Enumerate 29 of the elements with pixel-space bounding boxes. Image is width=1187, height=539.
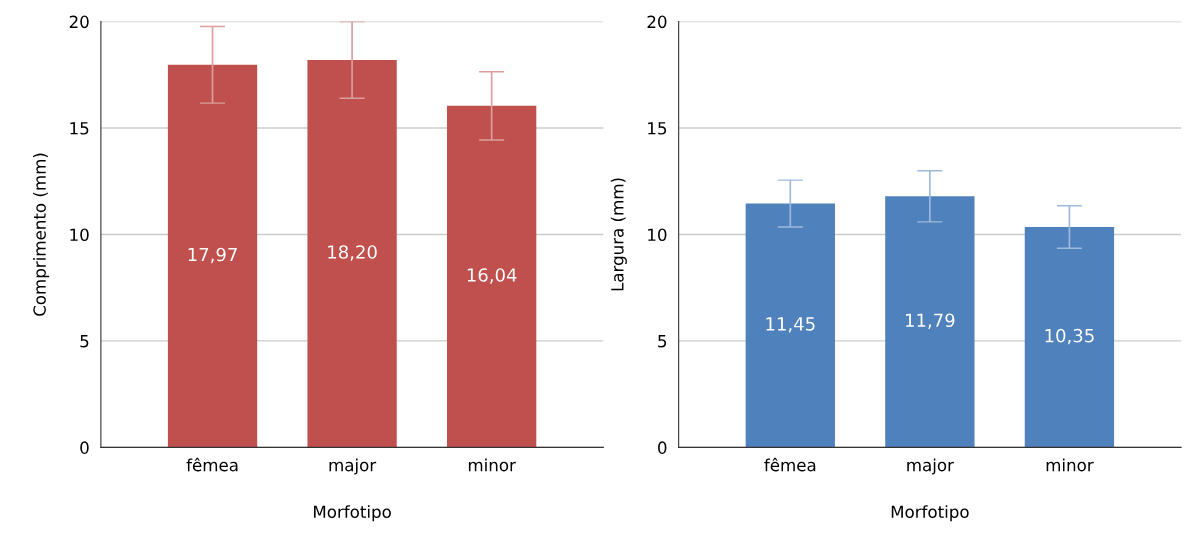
y-axis-title: Largura (mm) [610,178,627,291]
x-tick-label: major [329,458,377,475]
bar [167,64,258,448]
data-label: 16,04 [467,268,517,284]
y-tick-label: 5 [80,335,89,348]
x-axis-title: Morfotipo [891,505,969,522]
data-label: 11,45 [766,317,815,333]
data-label: 10,35 [1045,328,1094,345]
x-tick-label: minor [1046,458,1094,472]
y-tick-label: 5 [658,335,667,348]
bar [447,105,537,448]
y-axis-title: Comprimento (mm) [33,153,50,316]
y-tick-label: 0 [658,441,667,454]
y-tick-label: 10 [648,228,667,242]
data-label: 11,79 [906,313,955,329]
x-tick-label: fêmea [764,457,816,472]
x-tick-label: minor [468,458,516,472]
y-tick-label: 15 [648,122,667,135]
bar [307,59,397,448]
data-label: 18,20 [328,245,377,261]
x-tick-label: major [907,458,954,475]
data-label: 17,97 [188,247,237,264]
y-tick-label: 15 [70,122,89,135]
x-tick-label: fêmea [186,457,238,472]
y-tick-label: 0 [80,441,89,454]
y-tick-label: 20 [69,15,89,29]
y-tick-label: 20 [647,15,667,29]
y-tick-label: 10 [70,228,89,242]
x-axis-title: Morfotipo [314,505,391,522]
